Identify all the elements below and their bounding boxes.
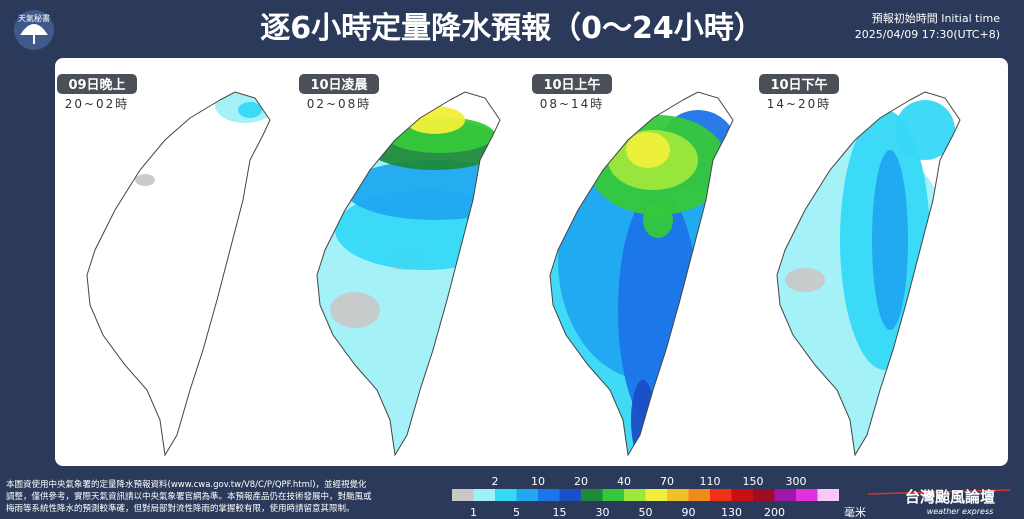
- legend-label: 300: [786, 475, 807, 488]
- legend-swatch: [581, 489, 603, 501]
- legend-label: 15: [553, 506, 567, 519]
- legend-label: 110: [700, 475, 721, 488]
- umbrella: [20, 24, 48, 44]
- legend-swatch: [710, 489, 732, 501]
- init-label: 預報初始時間 Initial time: [872, 11, 1001, 25]
- legend-label: 2: [492, 475, 499, 488]
- map-panel: [55, 58, 1008, 466]
- legend-label: 70: [660, 475, 674, 488]
- period-day: 09日晚上: [68, 77, 125, 93]
- brand-sub: weather express: [927, 507, 994, 516]
- legend-swatch: [645, 489, 667, 501]
- rain-blob: [872, 150, 908, 330]
- legend-swatch: [731, 489, 753, 501]
- logo-text: 天氣秘書: [18, 13, 50, 23]
- legend-label: 200: [764, 506, 785, 519]
- period-hours: 08~14時: [540, 97, 605, 111]
- legend-swatch: [774, 489, 796, 501]
- rain-blob: [330, 292, 380, 328]
- legend-label: 20: [574, 475, 588, 488]
- rain-blob: [238, 102, 262, 118]
- legend-swatch: [538, 489, 560, 501]
- rain-blob: [643, 202, 673, 238]
- legend-swatch: [473, 489, 495, 501]
- period-pill: [759, 74, 839, 94]
- period-pill: [57, 74, 137, 94]
- brand-line: [867, 489, 1011, 495]
- rain-blob: [895, 100, 955, 160]
- legend-swatch: [688, 489, 710, 501]
- legend-swatch: [817, 489, 839, 501]
- note-line: 本圖資使用中央氣象署的定量降水預報資料(www.cwa.gov.tw/V8/C/…: [6, 479, 367, 490]
- period-hours: 14~20時: [767, 97, 832, 111]
- legend-label: 10: [531, 475, 545, 488]
- legend-label: 130: [721, 506, 742, 519]
- rain-blob: [135, 174, 155, 186]
- legend-label: 40: [617, 475, 631, 488]
- period-pill: [532, 74, 612, 94]
- legend-swatch: [667, 489, 689, 501]
- period-pill: [299, 74, 379, 94]
- period-day: 10日下午: [770, 77, 827, 93]
- legend-label: 5: [513, 506, 520, 519]
- legend-label: 30: [596, 506, 610, 519]
- period-day: 10日凌晨: [310, 77, 368, 93]
- legend-label: 1: [470, 506, 477, 519]
- note-line: 梅雨等系統性降水的預測較準確，但對局部對流性降雨的掌握較有限，使用時請留意其限制…: [6, 503, 355, 514]
- legend-swatch: [495, 489, 517, 501]
- rain-blob: [785, 268, 825, 292]
- period-day: 10日上午: [543, 77, 600, 93]
- legend-swatch: [559, 489, 581, 501]
- legend-swatch: [624, 489, 646, 501]
- period-hours: 02~08時: [307, 97, 372, 111]
- legend-swatch: [452, 489, 474, 501]
- rain-blob: [626, 132, 670, 168]
- legend-label: 90: [682, 506, 696, 519]
- legend-label: 150: [743, 475, 764, 488]
- legend-swatch: [796, 489, 818, 501]
- legend-label: 50: [639, 506, 653, 519]
- title: 逐6小時定量降水預報（0～24小時）: [260, 11, 764, 46]
- legend-swatch: [602, 489, 624, 501]
- brand: 台灣颱風論壇: [905, 488, 995, 506]
- period-hours: 20~02時: [65, 97, 130, 111]
- legend-swatch: [753, 489, 775, 501]
- note-line: 調整，僅供參考，實際天氣資訊請以中央氣象署官網為準。本預報產品仍在技術發展中，對…: [6, 491, 372, 502]
- legend-swatch: [516, 489, 538, 501]
- legend-unit: 毫米: [844, 505, 866, 519]
- init-time: 2025/04/09 17:30(UTC+8): [855, 28, 1000, 41]
